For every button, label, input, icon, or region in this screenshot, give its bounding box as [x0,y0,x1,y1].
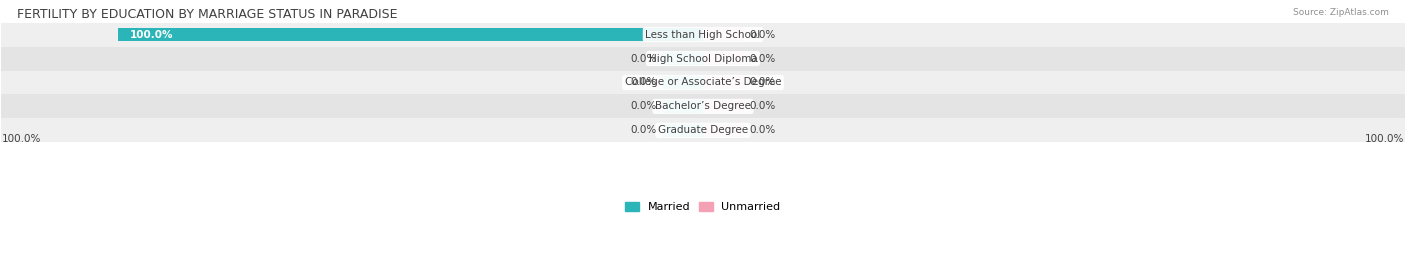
Text: Bachelor’s Degree: Bachelor’s Degree [655,101,751,111]
Text: 0.0%: 0.0% [630,77,657,87]
Text: 0.0%: 0.0% [749,101,776,111]
Bar [1,118,1405,142]
Text: College or Associate’s Degree: College or Associate’s Degree [624,77,782,87]
Text: Source: ZipAtlas.com: Source: ZipAtlas.com [1294,8,1389,17]
Text: 0.0%: 0.0% [749,77,776,87]
Text: 100.0%: 100.0% [129,30,173,40]
Bar [1,47,1405,70]
Bar [703,52,744,65]
Text: 0.0%: 0.0% [749,30,776,40]
Bar [662,76,703,89]
Bar [1,23,1405,47]
Bar [1,70,1405,94]
Bar [703,76,744,89]
Bar [662,124,703,137]
Text: 100.0%: 100.0% [1365,134,1405,144]
Bar [662,100,703,113]
Bar [118,28,703,41]
Bar [703,124,744,137]
Text: 0.0%: 0.0% [630,101,657,111]
Text: High School Diploma: High School Diploma [648,54,758,63]
Text: Less than High School: Less than High School [645,30,761,40]
Bar [1,94,1405,118]
Text: Graduate Degree: Graduate Degree [658,125,748,135]
Text: 100.0%: 100.0% [1,134,41,144]
Text: 0.0%: 0.0% [749,125,776,135]
Bar [703,28,744,41]
Text: FERTILITY BY EDUCATION BY MARRIAGE STATUS IN PARADISE: FERTILITY BY EDUCATION BY MARRIAGE STATU… [17,8,398,21]
Bar [703,100,744,113]
Bar [662,52,703,65]
Legend: Married, Unmarried: Married, Unmarried [621,197,785,216]
Text: 0.0%: 0.0% [749,54,776,63]
Text: 0.0%: 0.0% [630,54,657,63]
Text: 0.0%: 0.0% [630,125,657,135]
